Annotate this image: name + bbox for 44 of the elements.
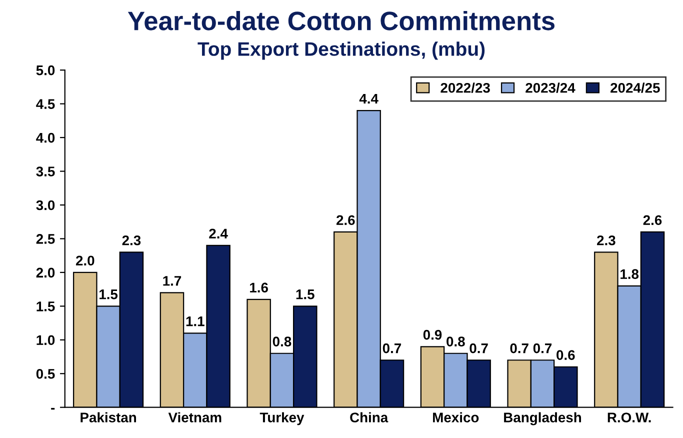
y-tick-label: 4.0 bbox=[36, 132, 55, 143]
data-label: 2.3 bbox=[597, 235, 616, 246]
data-label: 0.8 bbox=[272, 336, 292, 346]
legend-label: 2023/24 bbox=[526, 82, 576, 93]
data-label: 0.7 bbox=[533, 343, 552, 354]
x-tick-label: Bangladesh bbox=[504, 412, 581, 426]
data-label: 0.7 bbox=[470, 343, 488, 354]
data-label: 2.6 bbox=[336, 215, 355, 226]
y-tick-label: 0.5 bbox=[36, 368, 55, 379]
data-label: 0.9 bbox=[423, 330, 442, 340]
y-tick-label: 1.0 bbox=[36, 335, 55, 346]
y-tick-label: 3.0 bbox=[36, 200, 55, 210]
chart-subtitle: Top Export Destinations, (mbu) bbox=[198, 42, 485, 60]
x-tick-label: Mexico bbox=[433, 412, 479, 422]
y-tick-label: 1.5 bbox=[36, 302, 55, 312]
data-label: 2.6 bbox=[643, 215, 662, 226]
x-tick-label: Turkey bbox=[260, 412, 304, 426]
x-tick-label: R.O.W. bbox=[608, 412, 651, 422]
data-label: 1.7 bbox=[163, 276, 182, 286]
legend-label: 2024/25 bbox=[610, 82, 660, 93]
data-label: 1.6 bbox=[250, 282, 268, 293]
data-label: 0.7 bbox=[510, 343, 528, 354]
y-tick-label: 3.5 bbox=[36, 166, 55, 176]
data-label: 1.5 bbox=[100, 290, 118, 300]
y-tick-label: 2.5 bbox=[36, 234, 55, 244]
data-label: 2.0 bbox=[76, 256, 94, 266]
legend-label: 2022/23 bbox=[440, 82, 490, 93]
x-tick-label: Vietnam bbox=[168, 412, 222, 422]
data-label: 0.7 bbox=[382, 343, 402, 354]
data-label: 1.5 bbox=[296, 290, 314, 300]
y-tick-label: 4.5 bbox=[36, 99, 55, 109]
data-label: 4.4 bbox=[359, 94, 378, 104]
chart-title: Year-to-date Cotton Commitments bbox=[128, 10, 554, 30]
x-tick-label: China bbox=[350, 412, 388, 422]
data-label: 2.3 bbox=[122, 235, 141, 246]
x-tick-label: Pakistan bbox=[80, 412, 136, 422]
y-tick-label: 5.0 bbox=[36, 65, 55, 76]
y-tick-label: 2.0 bbox=[36, 268, 55, 278]
data-label: 2.4 bbox=[209, 228, 228, 238]
data-label: 1.8 bbox=[620, 269, 639, 280]
data-label: 1.1 bbox=[186, 316, 204, 326]
data-label: 0.6 bbox=[556, 350, 575, 360]
y-tick-label: - bbox=[51, 408, 55, 410]
data-label: 0.8 bbox=[446, 336, 465, 346]
